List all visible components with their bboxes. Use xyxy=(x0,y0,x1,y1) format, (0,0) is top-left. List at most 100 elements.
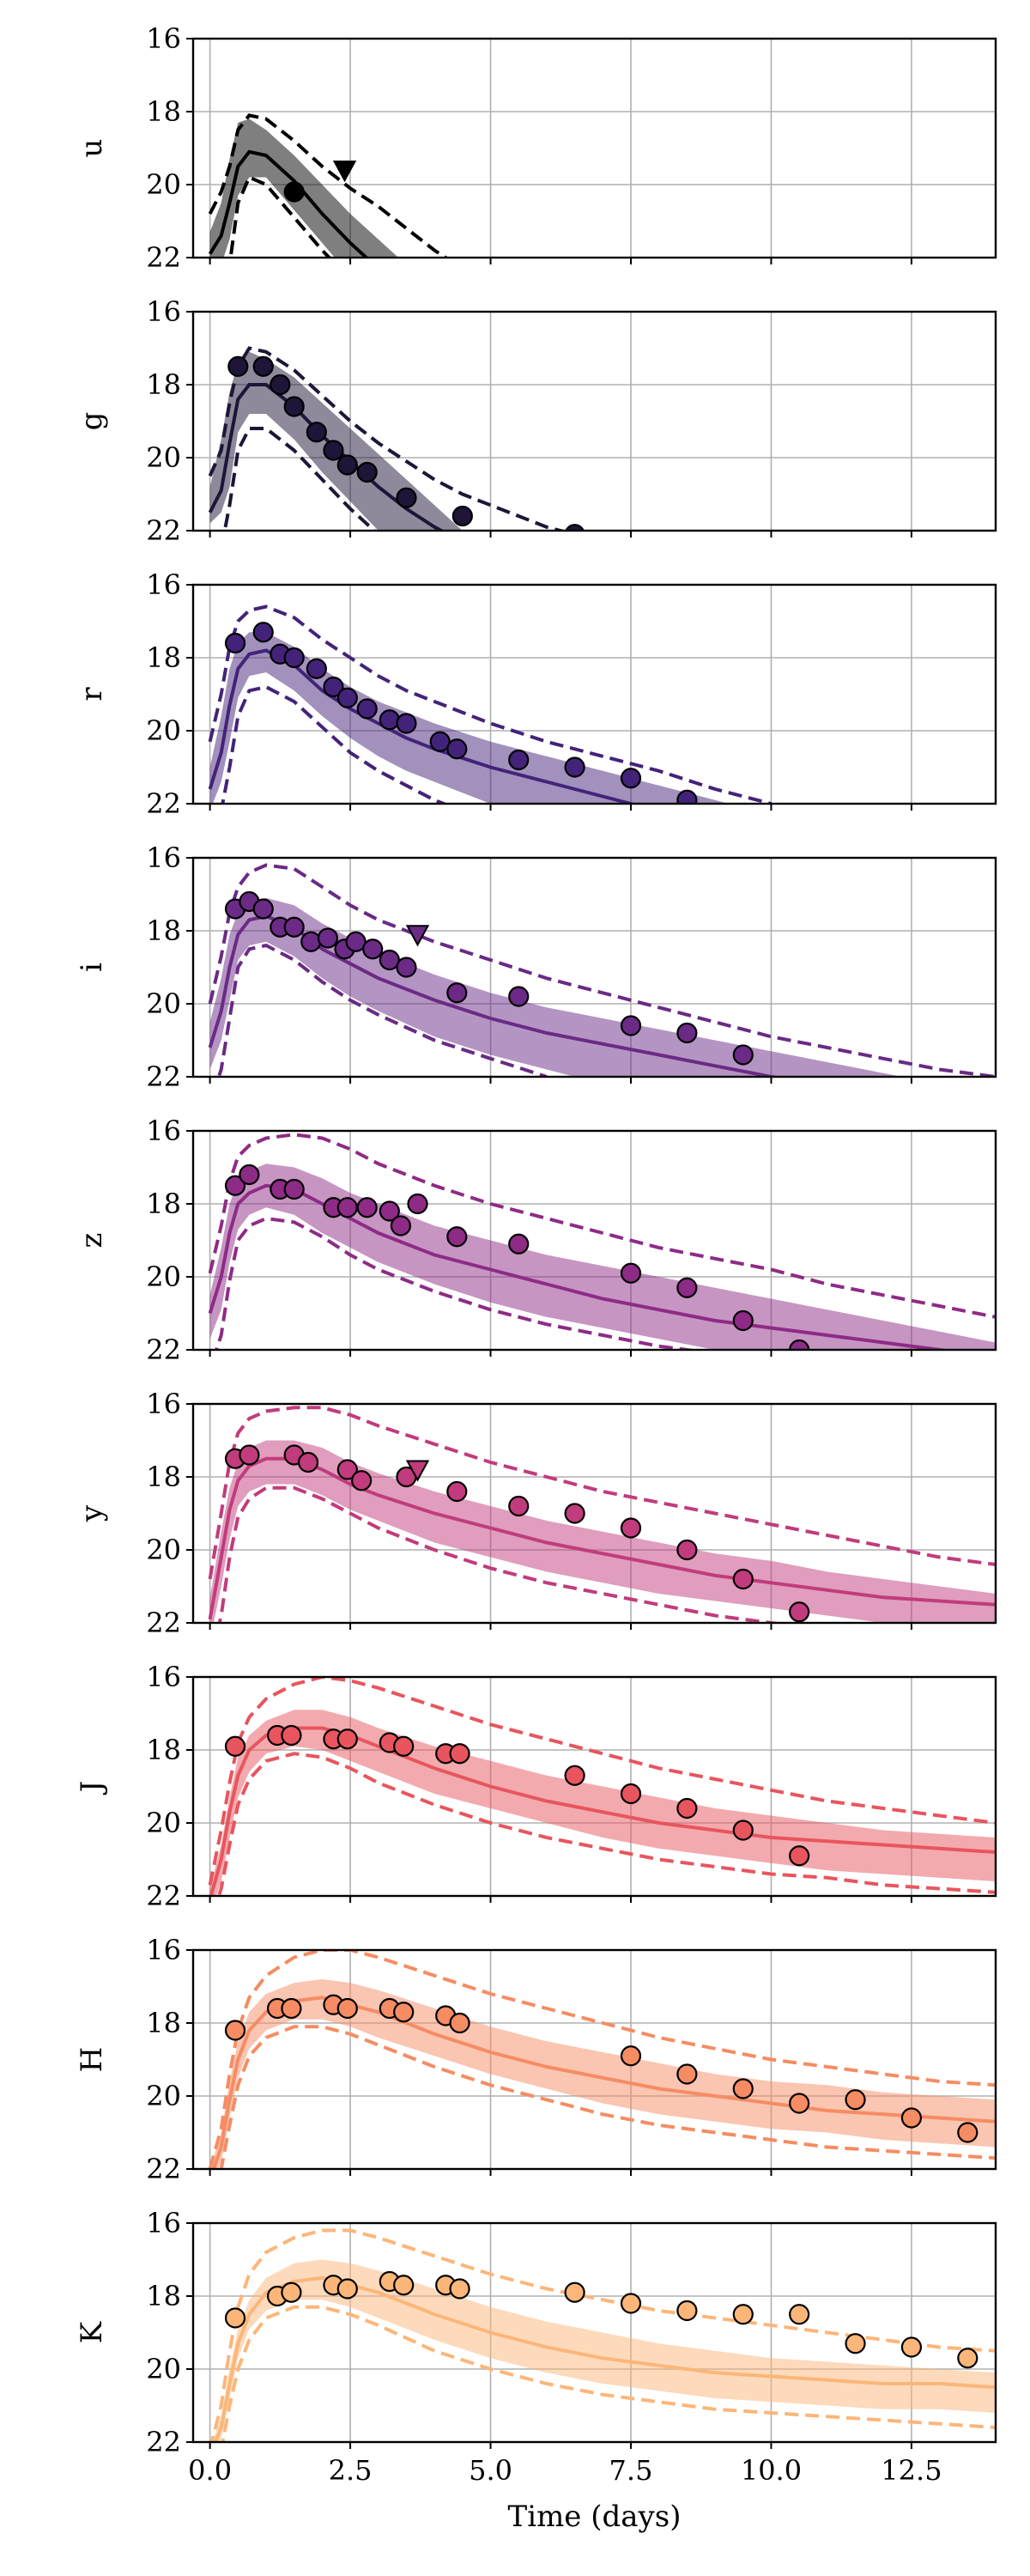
observation-point xyxy=(252,898,274,920)
observation-point xyxy=(393,2002,415,2023)
observation-point xyxy=(732,2078,754,2099)
observation-point xyxy=(252,355,274,377)
y-tick-label: 22 xyxy=(146,2153,181,2185)
observation-point xyxy=(379,1200,400,1222)
band-label-g: g xyxy=(75,412,109,431)
band-label-y: y xyxy=(75,1504,109,1522)
y-tick-label: 16 xyxy=(146,1661,181,1693)
observation-point xyxy=(446,982,468,1004)
y-tick-label: 16 xyxy=(146,841,181,874)
observation-point xyxy=(306,422,327,443)
observation-point xyxy=(239,1163,260,1186)
axes-frame xyxy=(191,310,997,532)
model-dashed-upper-line xyxy=(208,863,996,1077)
observation-point xyxy=(281,1997,302,2020)
axes-frame xyxy=(191,1402,997,1625)
model-median-line xyxy=(208,914,785,1077)
y-tick-label: 22 xyxy=(146,1334,181,1366)
upper-limit-marker xyxy=(332,161,357,183)
model-median-line xyxy=(209,1726,996,1896)
observation-point xyxy=(676,1797,698,1820)
model-median-line xyxy=(211,1996,996,2169)
model-dashed-lower-line xyxy=(222,427,378,531)
panel-g: 16 18 20 22 g xyxy=(75,295,997,547)
y-tick-label: 16 xyxy=(146,1388,181,1420)
y-tick-label: 18 xyxy=(146,1461,181,1493)
model-dashed-upper-line xyxy=(209,2228,996,2442)
model-dashed-upper-line xyxy=(208,605,772,804)
model-dashed-upper-line xyxy=(208,1950,996,2169)
plot-area xyxy=(209,2228,996,2442)
x-tick-label: 2.5 xyxy=(329,2454,373,2487)
observation-point xyxy=(732,2304,754,2325)
observation-point xyxy=(446,738,468,760)
observation-point xyxy=(620,2293,642,2314)
y-tick-label: 18 xyxy=(146,641,181,674)
observation-point xyxy=(224,2020,246,2041)
plot-area xyxy=(208,113,449,258)
observation-point xyxy=(676,1022,698,1044)
model-dashed-lower-line xyxy=(221,684,449,804)
model-dashed-upper-line xyxy=(208,1406,996,1580)
observation-point xyxy=(362,939,384,960)
model-dashed-lower-line xyxy=(215,1216,700,1350)
band-label-r: r xyxy=(75,687,109,702)
observation-point xyxy=(900,2107,923,2129)
observation-point xyxy=(281,1724,302,1747)
y-tick-label: 18 xyxy=(146,914,181,947)
model-dashed-upper-line xyxy=(208,1133,996,1319)
model-dashed-lower-line xyxy=(228,174,332,258)
observation-point xyxy=(393,1735,415,1757)
observation-point xyxy=(789,1845,810,1867)
observation-point xyxy=(565,524,585,531)
observation-point xyxy=(845,2089,866,2111)
band-label-z: z xyxy=(75,1233,109,1249)
y-tick-label: 20 xyxy=(146,441,181,474)
plot-area xyxy=(208,1406,996,1623)
observation-point xyxy=(508,986,530,1007)
observation-point xyxy=(845,2333,866,2354)
observation-point xyxy=(732,1309,754,1332)
observation-point xyxy=(564,2281,585,2303)
axes-frame xyxy=(191,1948,997,2171)
observation-point xyxy=(396,713,417,734)
model-dashed-upper-line xyxy=(208,1677,996,1886)
x-tick-label: 12.5 xyxy=(881,2454,942,2487)
y-tick-label: 20 xyxy=(146,1261,181,1293)
x-tick-label: 5.0 xyxy=(469,2454,512,2487)
observation-point xyxy=(336,1997,358,2020)
x-axis-label: Time (days) xyxy=(508,2500,682,2534)
observation-point xyxy=(620,1517,642,1539)
x-tick-label: 0.0 xyxy=(188,2454,232,2487)
observation-point xyxy=(297,1451,319,1473)
observation-point xyxy=(356,461,378,483)
plot-area xyxy=(208,1950,996,2169)
observation-point xyxy=(336,454,358,476)
y-tick-label: 20 xyxy=(146,714,181,747)
observation-point xyxy=(900,2336,923,2358)
observation-point xyxy=(336,1197,358,1218)
observation-point xyxy=(429,731,451,752)
model-median-line xyxy=(208,1183,954,1350)
model-median-line xyxy=(208,149,369,258)
observation-point xyxy=(451,505,473,527)
observation-point xyxy=(789,2093,810,2114)
observation-point xyxy=(283,181,305,203)
y-tick-label: 16 xyxy=(146,1115,181,1147)
observation-point xyxy=(789,1339,810,1350)
band-label-K: K xyxy=(75,2321,109,2343)
observation-point xyxy=(620,1783,642,1805)
observation-point xyxy=(224,632,246,654)
uncertainty-band xyxy=(209,632,730,804)
y-tick-label: 22 xyxy=(146,1880,181,1912)
y-tick-label: 22 xyxy=(146,241,181,274)
observation-point xyxy=(356,698,378,720)
axes-frame xyxy=(191,2221,997,2444)
observation-point xyxy=(676,789,698,804)
y-tick-label: 20 xyxy=(146,168,181,201)
panel-i: 16 18 20 22 i xyxy=(75,841,997,1093)
observation-point xyxy=(449,1743,470,1765)
observation-point xyxy=(732,1820,754,1841)
y-tick-label: 20 xyxy=(146,987,181,1020)
